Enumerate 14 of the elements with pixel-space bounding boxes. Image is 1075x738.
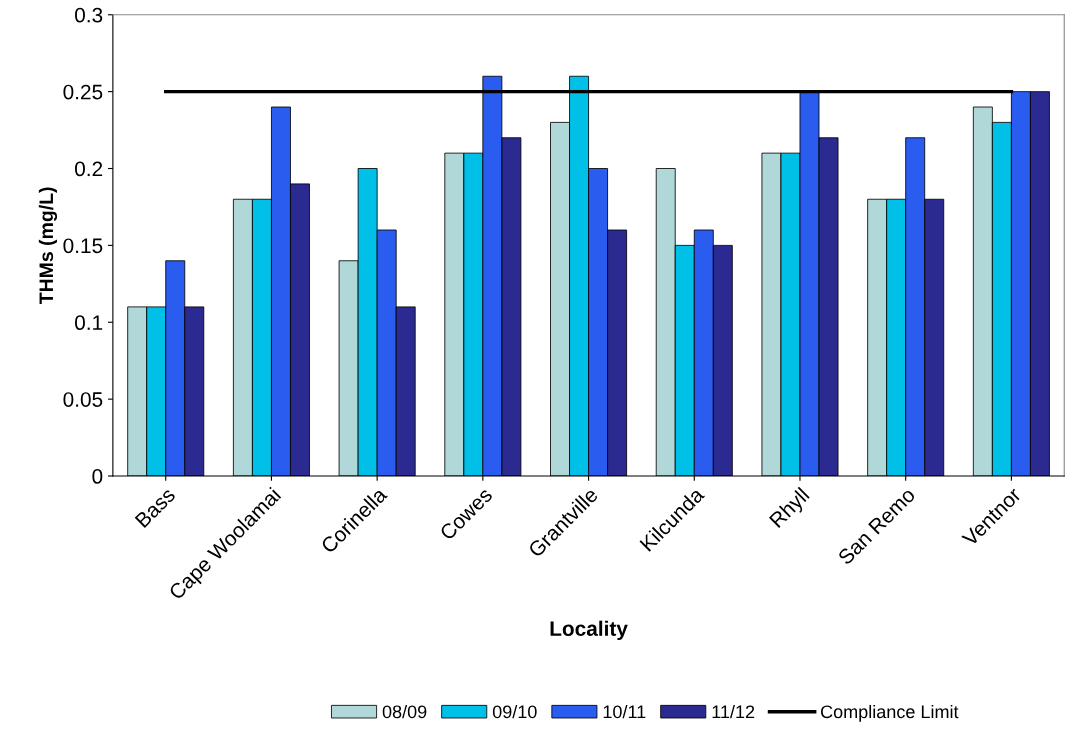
y-axis-title: THMs (mg/L) <box>38 187 58 305</box>
legend-label: 11/12 <box>712 704 755 719</box>
y-tick-label: 0.1 <box>75 315 103 331</box>
legend-label: 08/09 <box>382 704 427 719</box>
y-tick-label: 0 <box>92 469 103 484</box>
legend-label: 10/11 <box>603 704 646 719</box>
y-tick-label: 0.25 <box>63 84 103 100</box>
y-tick-label: 0.3 <box>75 7 103 23</box>
y-tick-label: 0.05 <box>63 392 103 407</box>
y-tick-label: 0.15 <box>63 238 103 254</box>
legend-label: 09/10 <box>492 704 537 719</box>
legend-label: Compliance Limit <box>820 704 959 722</box>
y-tick-label: 0.2 <box>75 161 103 177</box>
x-axis-title: Locality <box>550 620 628 641</box>
